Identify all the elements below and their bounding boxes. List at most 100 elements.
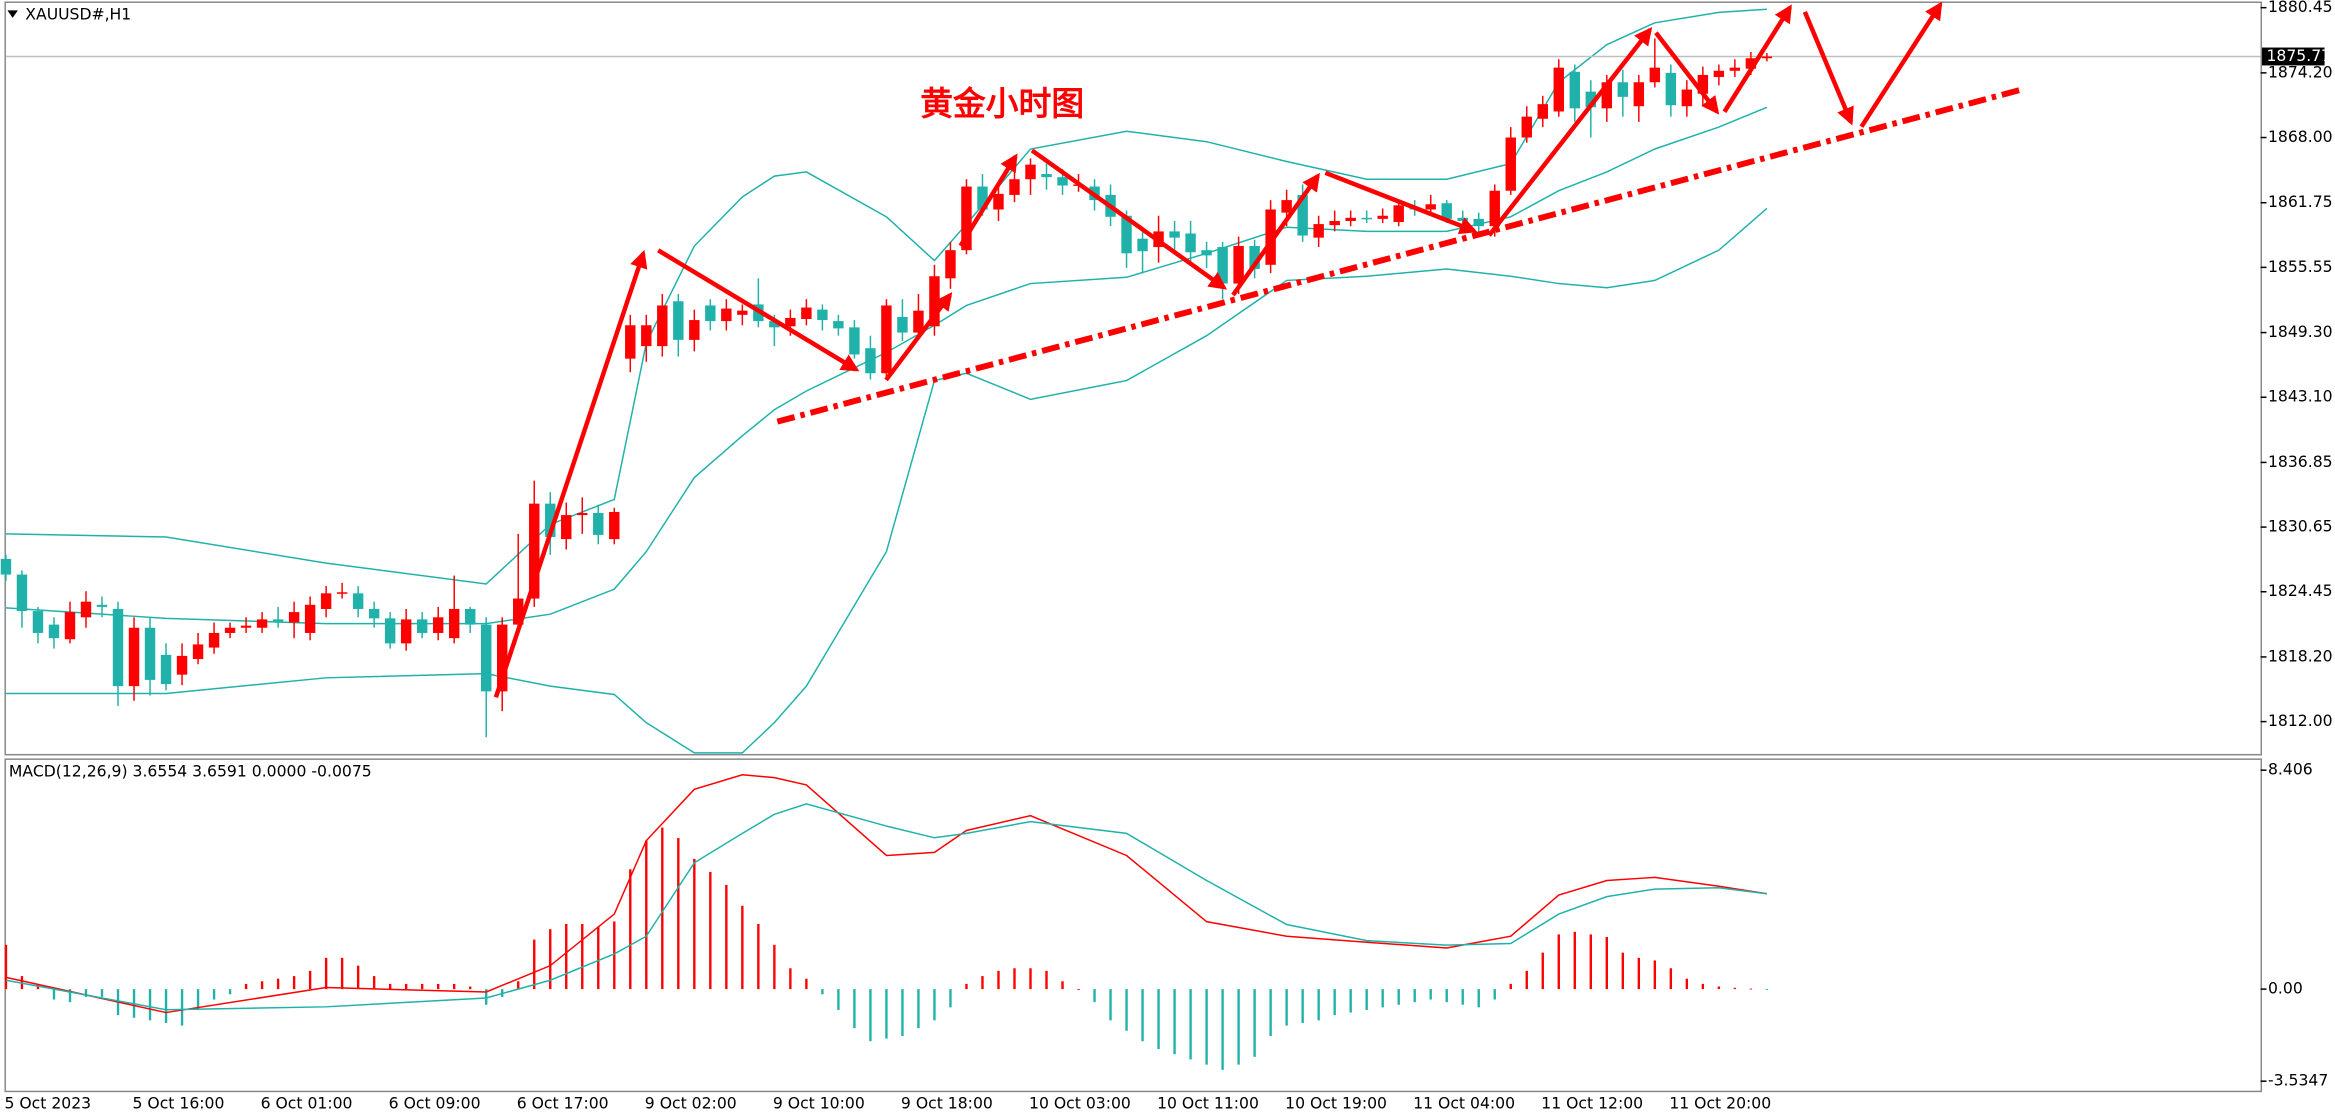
arrow [1030, 148, 1227, 290]
current-price-label: 1875.77 [2266, 46, 2331, 65]
histogram-bar [1493, 989, 1496, 1000]
candle-body [1281, 200, 1292, 213]
x-tick-label: 6 Oct 01:00 [261, 1094, 353, 1113]
candle-body [160, 654, 172, 685]
candle-body [1185, 233, 1196, 253]
candle-body [1425, 204, 1436, 210]
candle-body [497, 624, 508, 692]
x-tick-label: 11 Oct 12:00 [1541, 1094, 1643, 1113]
candle-body [240, 625, 252, 628]
candle-body [464, 608, 476, 625]
candle-body [865, 348, 876, 374]
histogram-bar [1749, 988, 1753, 990]
candle-body [1665, 72, 1677, 106]
candle-body [96, 604, 108, 607]
x-tick-label: 5 Oct 16:00 [133, 1094, 225, 1113]
candle-body [657, 305, 668, 347]
x-tick-label: 10 Oct 11:00 [1157, 1094, 1259, 1113]
candle-body [320, 593, 332, 609]
price-panel [4, 1, 2263, 756]
histogram-bar [725, 884, 728, 990]
candle-body [32, 611, 44, 633]
histogram-bar [885, 989, 888, 1039]
histogram-bar [997, 970, 1000, 990]
histogram-bar [1653, 960, 1657, 990]
histogram-bar [613, 921, 616, 990]
candle-body [1585, 91, 1597, 108]
indicator-line [5, 773, 1768, 1014]
candle-body [1617, 82, 1629, 97]
candle-body [1745, 58, 1757, 69]
candle-body [48, 624, 60, 639]
candle-body [416, 619, 428, 633]
y-tick-label: 1812.00 [2268, 711, 2333, 730]
y-tick-label: 1855.55 [2268, 257, 2333, 276]
histogram-bar [1397, 989, 1400, 1005]
histogram-bar [292, 976, 296, 990]
histogram-bar [404, 983, 408, 990]
candle-body [897, 316, 908, 333]
histogram-bar [4, 944, 8, 990]
candle-body [1553, 67, 1564, 112]
histogram-bar [1541, 952, 1544, 990]
candle-body [1265, 209, 1276, 265]
histogram-bar [1509, 983, 1512, 990]
macd-label: MACD(12,26,9) 3.6554 3.6591 0.0000 -0.00… [9, 761, 372, 780]
histogram-bar [1717, 986, 1721, 990]
trend-annotations [493, 1, 2024, 699]
x-tick-label: 5 Oct 2023 [4, 1094, 91, 1113]
candle-body [1169, 231, 1180, 238]
candle-body [1537, 104, 1548, 119]
histogram-bar [837, 989, 840, 1010]
arrow [1802, 11, 1854, 126]
candle-body [480, 624, 492, 692]
trend-line [776, 86, 2024, 425]
histogram-bar [1061, 981, 1064, 990]
histogram-bar [68, 989, 72, 1003]
candle-body [641, 325, 652, 347]
candle-body [1441, 203, 1452, 219]
candle-body [1249, 246, 1260, 269]
histogram-bar [260, 981, 264, 990]
candle-body [785, 317, 796, 327]
candle-body [272, 619, 284, 623]
histogram-bar [1333, 989, 1336, 1016]
macd-panel [4, 758, 2263, 1093]
candle-body [1569, 71, 1580, 109]
symbol-label: XAUUSD#,H1 [25, 4, 131, 23]
arrow [1231, 172, 1320, 297]
menu-icon[interactable] [7, 10, 18, 18]
histogram-bar [276, 978, 280, 990]
arrow [1859, 1, 1943, 128]
candle-body [1329, 220, 1340, 226]
histogram-bar [1685, 978, 1689, 990]
y-tick-label: 1861.75 [2268, 192, 2333, 211]
histogram-bar [693, 858, 696, 990]
histogram-bar [1269, 989, 1272, 1036]
histogram-bar [1429, 989, 1432, 1000]
candle-body [1489, 190, 1500, 227]
y-tick-label: 1874.20 [2268, 62, 2333, 81]
arrow [958, 153, 1018, 248]
candle-body [1041, 174, 1052, 178]
y-tick-label: -3.5347 [2268, 1071, 2328, 1090]
y-tick-label: 1849.30 [2268, 322, 2333, 341]
candle-body [1505, 137, 1516, 191]
histogram-bar [1141, 989, 1144, 1042]
candle-body [1137, 238, 1148, 252]
candle-body [1697, 74, 1709, 94]
candle-body [80, 601, 92, 618]
histogram-bar [677, 838, 680, 990]
candle-body [16, 574, 28, 612]
candle-body [625, 325, 636, 359]
candle-body [208, 632, 220, 648]
histogram-bar [308, 970, 312, 990]
indicator-line [5, 803, 1767, 1011]
y-tick-label: 1868.00 [2268, 127, 2333, 146]
histogram-bar [933, 989, 936, 1021]
candle-body [224, 627, 236, 633]
arrow [493, 249, 648, 699]
histogram-bar [1365, 989, 1368, 1010]
histogram-bar [180, 989, 184, 1026]
